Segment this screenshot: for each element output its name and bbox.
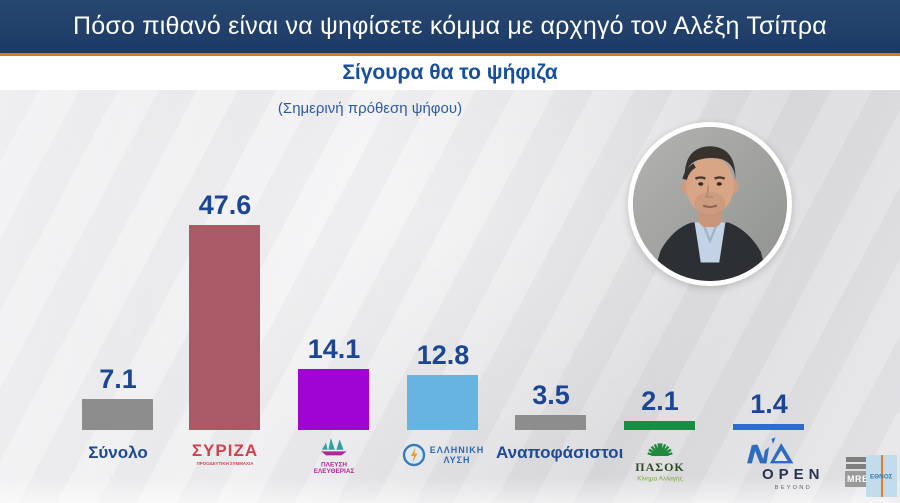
subtitle-bar: Σίγουρα θα το ψήφιζα (0, 56, 900, 90)
bar-anapofasistoi (515, 415, 586, 430)
nd-logo (714, 437, 824, 472)
mrb-logo-bar (846, 457, 870, 462)
poll-answer-subtitle: Σίγουρα θα το ψήφιζα (342, 61, 558, 84)
nd-monogram-icon (747, 437, 794, 464)
mrb-logo-text: MRB (845, 471, 871, 487)
plefsi-logo: ΠΛΕΥΣΗ ΕΛΕΥΘΕΡΙΑΣ (290, 437, 378, 475)
portrait-illustration (633, 127, 787, 281)
elliniki-lysi-logo: ΕΛΛΗΝΙΚΗ ΛΥΣΗ (388, 443, 498, 467)
bar-value: 2.1 (641, 386, 679, 416)
pasok-logo-subtext: Κίνημα Αλλαγής (637, 475, 683, 483)
plefsi-logo-subtext: ΕΛΕΥΘΕΡΙΑΣ (313, 467, 355, 475)
chart-column-syriza: 47.6 ΣΥΡΙΖΑ ΠΡΟΟΔΕΥΤΙΚΗ ΣΥΜΜΑΧΙΑ (170, 0, 280, 503)
bar-value: 7.1 (99, 364, 137, 394)
bar-value: 47.6 (198, 190, 252, 220)
pasok-logo: ΠΑΣΟΚ Κίνημα Αλλαγής (605, 437, 715, 484)
syriza-logo-subtext: ΠΡΟΟΔΕΥΤΙΚΗ ΣΥΜΜΑΧΙΑ (196, 461, 254, 466)
mrb-logo-bar (846, 464, 870, 469)
bar-value: 12.8 (416, 340, 470, 370)
politician-portrait (628, 122, 792, 286)
syriza-logo-text: ΣΥΡΙΖΑ (191, 441, 259, 460)
sun-icon (647, 443, 673, 456)
accent-divider (0, 53, 900, 56)
bar-value: 14.1 (307, 334, 361, 364)
bar-elliniki-lysi (407, 375, 478, 430)
chart-column-nd: 1.4 (714, 0, 824, 503)
chart-note: (Σημερινή πρόθεση ψήφου) (277, 100, 463, 117)
chart-column-plefsi: 14.1 ΠΛΕΥΣΗ ΕΛΕΥΘΕΡΙΑΣ (279, 0, 389, 503)
elliniki-lysi-logo-text: ΕΛΛΗΝΙΚΗ (429, 445, 485, 455)
category-label-synolo: Σύνολο (88, 443, 148, 462)
open-logo-text: OPEN (762, 466, 825, 483)
poll-question-title: Πόσο πιθανό είναι να ψηφίσετε κόμμα με α… (73, 12, 827, 40)
chart-column-anapofasistoi: 3.5 Αναποφάσιστοι (496, 0, 624, 503)
open-tv-logo: OPEN BEYOND (762, 466, 825, 493)
open-logo-subtext: BEYOND (774, 484, 812, 491)
pasok-logo-text: ΠΑΣΟΚ (635, 460, 685, 474)
bar-synolo (82, 399, 153, 430)
category-label-anapofasistoi: Αναποφάσιστοι (496, 443, 624, 462)
chart-column-elliniki-lysi: 12.8 ΕΛΛΗΝΙΚΗ ΛΥΣΗ (388, 0, 498, 503)
ethnos-logo: ΕΘΝΟΣ (866, 455, 897, 497)
syriza-logo: ΣΥΡΙΖΑ ΠΡΟΟΔΕΥΤΙΚΗ ΣΥΜΜΑΧΙΑ (170, 437, 280, 470)
compass-icon (402, 443, 425, 467)
bar-nd (733, 424, 804, 430)
mrb-logo: MRB (845, 457, 871, 487)
chart-column-pasok: 2.1 ΠΑΣΟΚ Κίνημα Αλλαγής (605, 0, 715, 503)
bar-value: 1.4 (750, 389, 788, 419)
bar-value: 3.5 (532, 380, 570, 410)
bar-pasok (624, 421, 695, 430)
bar-syriza (189, 225, 260, 430)
bar-plefsi (298, 369, 369, 430)
plefsi-logo-text: ΠΛΕΥΣΗ (321, 461, 347, 469)
ethnos-logo-text: ΕΘΝΟΣ (870, 472, 893, 480)
ethnos-logo-line (880, 455, 883, 497)
title-banner: Πόσο πιθανό είναι να ψηφίσετε κόμμα με α… (0, 0, 900, 53)
elliniki-lysi-logo-subtext: ΛΥΣΗ (443, 455, 471, 465)
sailboat-icon (321, 437, 347, 456)
chart-column-synolo: 7.1 Σύνολο (63, 0, 173, 503)
